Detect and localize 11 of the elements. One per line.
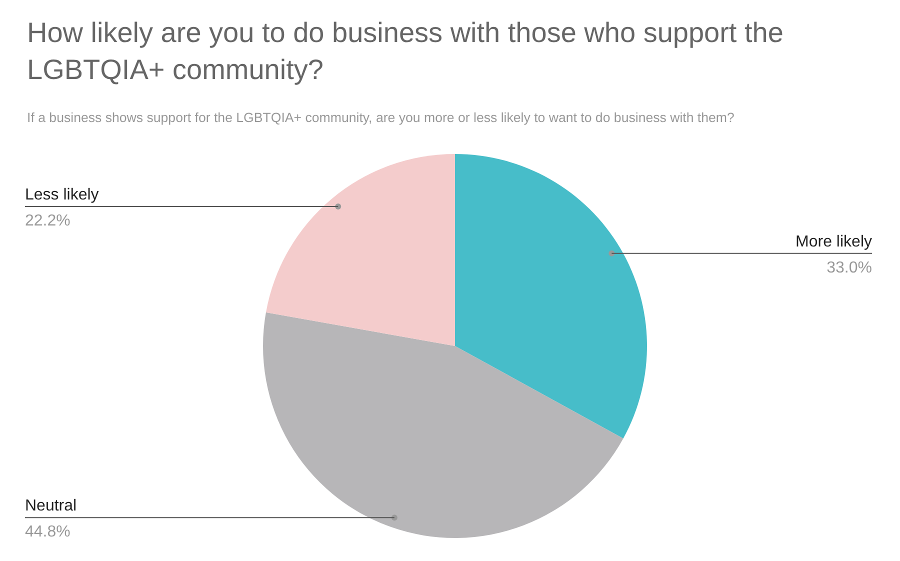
data-label: 33.0% bbox=[826, 259, 872, 276]
slice-label: Less likely bbox=[25, 186, 99, 204]
chart-subtitle: If a business shows support for the LGBTQIA+ community, are you more or less likely to want to do business with them? bbox=[27, 110, 736, 125]
data-label: 44.8% bbox=[25, 524, 70, 541]
chart-title: How likely are you to do business with those who support the LGBTQIA+ community? bbox=[27, 16, 784, 87]
pie-slice bbox=[263, 312, 624, 538]
data-label: 22.2% bbox=[25, 212, 70, 230]
pie-slice bbox=[455, 154, 647, 438]
slice-label: Neutral bbox=[25, 498, 77, 515]
pie-slice bbox=[266, 154, 455, 346]
slice-label: More likely bbox=[796, 233, 872, 250]
